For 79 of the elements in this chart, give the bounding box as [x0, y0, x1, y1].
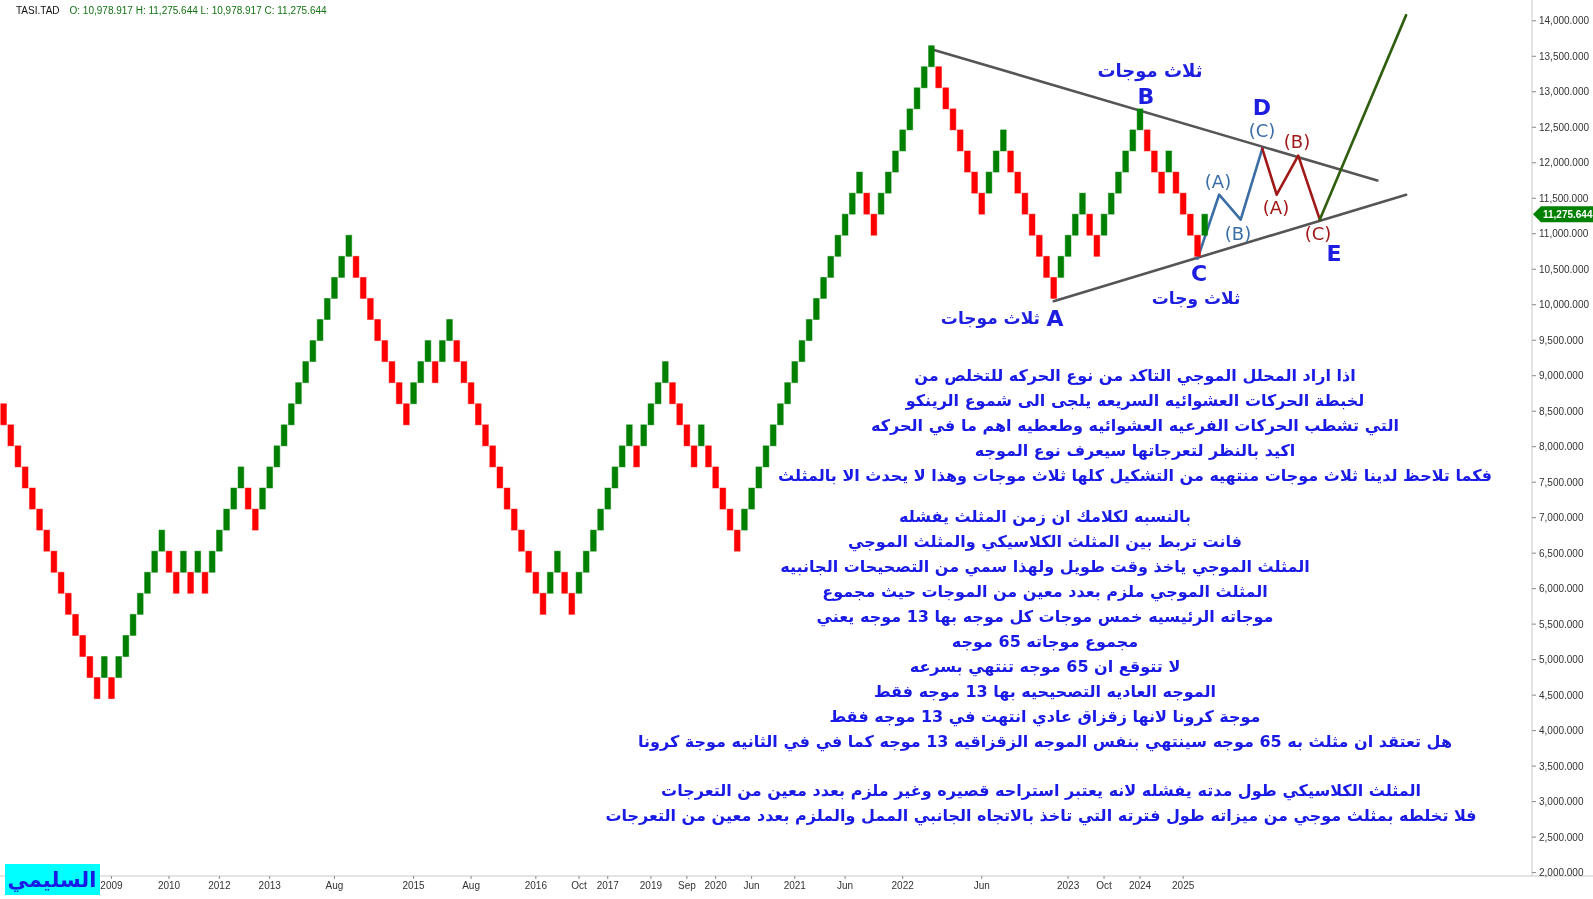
y-tick-label: 11,000.000 [1539, 228, 1589, 240]
annotation: السليمي [7, 868, 97, 892]
y-tick-label: 3,000.000 [1539, 796, 1584, 808]
y-tick-label: 12,000.000 [1539, 157, 1590, 169]
text: TASI.TAD [16, 5, 60, 16]
y-tick-label: 8,500.000 [1539, 405, 1584, 417]
annotation: B [1137, 83, 1155, 109]
y-tick-label: 7,500.000 [1539, 476, 1584, 488]
candlestick [187, 571, 194, 594]
line-series [1196, 147, 1264, 260]
y-tick-label: 2,500.000 [1539, 831, 1584, 843]
y-tick-label: 10,500.000 [1539, 263, 1590, 275]
candlestick [194, 550, 202, 573]
y-tick-label: 6,500.000 [1539, 547, 1584, 559]
y-tick-label: 8,000.000 [1539, 441, 1584, 453]
y-tick-label: 14,000.000 [1539, 15, 1590, 27]
y-tick-label: 3,500.000 [1539, 760, 1584, 772]
x-tick-label: 2024 [1128, 880, 1152, 891]
x-tick-label: Jun [743, 880, 760, 891]
y-tick-label: 12,500.000 [1539, 121, 1590, 133]
annotation: (C) [1248, 120, 1276, 142]
candlestick [201, 571, 209, 594]
y-tick-label: 10,000.000 [1539, 299, 1590, 311]
y-tick-label: 2,000.000 [1539, 867, 1584, 879]
annotation: (A) [1262, 196, 1290, 218]
annotation: ثلاث وجات [1151, 288, 1241, 309]
x-tick-label: 2010 [157, 880, 181, 891]
annotation: (B) [1224, 222, 1252, 244]
x-tick-label: 2009 [100, 880, 124, 891]
y-tick-label: 6,000.000 [1539, 583, 1584, 595]
annotation: (B) [1283, 130, 1311, 152]
y-tick-label: 5,500.000 [1539, 618, 1584, 630]
annotation: D [1252, 94, 1272, 120]
y-tick-label: 9,000.000 [1539, 370, 1584, 382]
text: 11,275.644 [1543, 208, 1593, 220]
annotation: (C) [1304, 222, 1332, 244]
text: بالنسبه لكلامك ان زمن المثلث يفشله فانت تربط بين المثلث الكلاسيكي والمثلث الموجي المثلث الموجي ياخذ وقت طويل ولهذا سمي من التصحيحات الجانبيه المثلث الموجي ملزم بعدد معين من الموجات حيث مجموع موجاته الرئيسيه خمس موجات كل موجه بها 13 موجه يعني مجموع موجاته 65 موجه لا تتوقع ان 65 موجه تنتهي بسرعه الموجه العاديه التصحيحيه بها 13 موجه فقط موجة كرونا لانها زقزاق عادي انتهت في 13 موجه فقط هل تعتقد ان مثلث به 65 موجه سينتهي بنفس الموجه الزقزاقيه 13 موجه كما في في الثانيه موجة كرونا [638, 506, 1452, 751]
candlestick [431, 361, 439, 384]
annotation: C [1190, 260, 1208, 286]
y-tick-label: 13,000.000 [1539, 86, 1590, 98]
x-tick-label: Oct [571, 880, 587, 891]
y-tick-label: 9,500.000 [1539, 334, 1584, 346]
x-tick-label: 2017 [596, 880, 620, 891]
x-tick-label: Jun [973, 880, 990, 891]
x-tick-label: Aug [462, 880, 481, 891]
x-tick-label: Sep [677, 880, 697, 891]
x-tick-label: 2020 [704, 880, 728, 891]
candlestick [1201, 213, 1209, 236]
x-tick-label: 2022 [891, 880, 915, 891]
annotation: (A) [1204, 170, 1232, 192]
annotation: ثلاث موجات [1097, 59, 1203, 82]
x-tick-label: 2015 [402, 880, 426, 891]
y-tick-label: 4,500.000 [1539, 689, 1584, 701]
candlestick [180, 550, 187, 573]
x-tick-label: 2016 [524, 880, 548, 891]
y-tick-label: 11,500.000 [1539, 192, 1589, 204]
x-tick-label: 2013 [258, 880, 282, 891]
y-tick-label: 13,500.000 [1539, 50, 1590, 62]
x-tick-label: 2021 [783, 880, 807, 891]
x-tick-label: 2023 [1056, 880, 1080, 891]
y-tick-label: 7,000.000 [1539, 512, 1584, 524]
candlestick [697, 424, 705, 447]
annotation: ثلاث موجات [940, 308, 1040, 329]
candlestick [633, 445, 640, 468]
candlestick [1165, 150, 1173, 173]
x-tick-label: Oct [1096, 880, 1113, 891]
text: O: 10,978.917 H: 11,275.644 L: 10,978.917 C: 11,275.644 [69, 5, 328, 16]
x-tick-label: Jun [837, 880, 854, 891]
x-tick-label: Aug [325, 880, 344, 891]
y-tick-label: 4,000.000 [1539, 725, 1584, 737]
annotation: اذا اراد المحلل الموجي التاكد من نوع الحركه للتخلص من لخبطة الحركات العشوائيه السريعه يلجى الى شموع الرينكو التي تشطب الحركات الفرعيه العشوائيه وطعطيه اهم ما في الحركه اكيد بالنظر لتعرجاتها سيعرف نوع الموجه فكما تلاحظ لدينا ثلاث موجات منتهيه من التشكيل كلها ثلاث موجات وهذا لا يحدث الا بالمثلث [778, 365, 1492, 485]
annotation: المثلث الكلاسيكي طول مدته يفشله لانه يعتبر استراحه قصيره وغير ملزم بعدد معين من التعرجات فلا تخلطه بمثلث موجي من ميزاته طول فترته التي تاخذ بالاتجاه الجانبي الممل والملزم بعدد معين من التعرجات [605, 780, 1477, 826]
x-tick-label: 2025 [1172, 880, 1195, 891]
y-tick-label: 5,000.000 [1539, 654, 1584, 666]
x-tick-label: 2012 [208, 880, 231, 891]
x-tick-label: 2019 [639, 880, 663, 891]
candlestick [108, 677, 115, 700]
annotation: A [1046, 305, 1064, 331]
candlestick [100, 656, 108, 679]
